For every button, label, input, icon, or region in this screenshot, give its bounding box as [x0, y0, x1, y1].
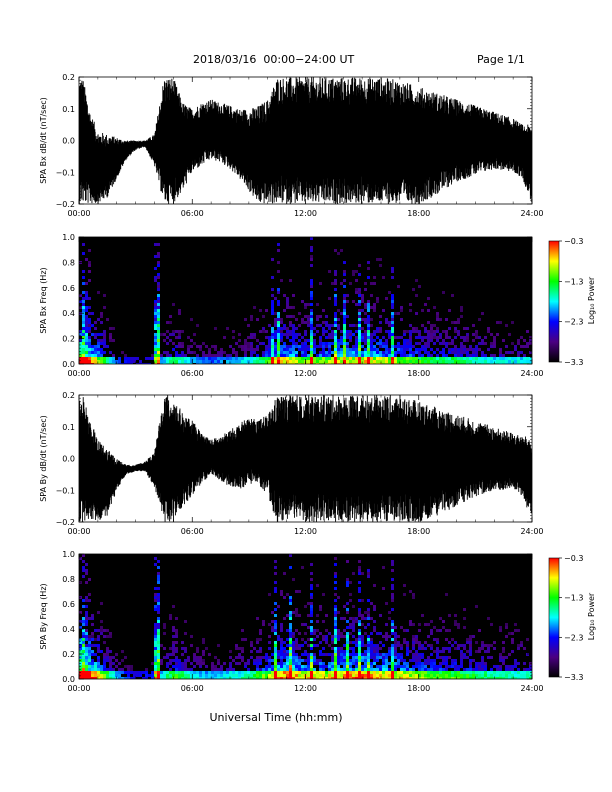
x-tick-label: 18:00	[407, 209, 430, 218]
colorbar-tick-label: −2.3	[564, 318, 583, 327]
spectrogram-cells	[79, 554, 532, 679]
y-tick-label: 0.0	[62, 455, 75, 464]
plot-area	[79, 554, 532, 679]
y-tick-label: 0.2	[62, 73, 75, 82]
trace-series	[79, 395, 532, 522]
y-tick-label: −0.2	[56, 200, 75, 209]
colorbar-tick-label: −3.3	[564, 358, 583, 367]
y-tick-label: 0.2	[62, 650, 75, 659]
y-tick-label: 0.2	[62, 391, 75, 400]
x-tick-label: 00:00	[67, 527, 90, 536]
y-tick-label: 0.4	[62, 625, 75, 634]
x-tick-label: 00:00	[67, 684, 90, 693]
page-title: 2018/03/16 00:00−24:00 UT	[193, 53, 355, 66]
y-tick-label: 0.0	[62, 675, 75, 684]
y-axis-label: SPA By Freq (Hz)	[39, 583, 48, 649]
colorbar-tick-label: −0.3	[564, 554, 583, 563]
spectrogram-cells	[79, 237, 532, 364]
x-tick-label: 12:00	[294, 684, 317, 693]
trace-series	[79, 77, 532, 204]
colorbar-tick-label: −2.3	[564, 633, 583, 642]
y-tick-label: 0.2	[62, 335, 75, 344]
colorbar-tick-label: −1.3	[564, 594, 583, 603]
panel-4: −0.3 −1.3 −2.3 −3.3 Log₁₀ Power 1.0 0.8 0.6 0.4 0…	[39, 550, 596, 693]
x-tick-label: 06:00	[181, 527, 204, 536]
x-tick-label: 18:00	[407, 369, 430, 378]
y-axis-label: SPA Bx dB/dt (nT/sec)	[39, 97, 48, 184]
y-tick-label: 1.0	[62, 550, 75, 559]
colorbar-label: Log₁₀ Power	[587, 276, 596, 324]
x-tick-label: 24:00	[520, 369, 543, 378]
y-axis-label: SPA Bx Freq (Hz)	[39, 267, 48, 333]
x-tick-label: 06:00	[181, 209, 204, 218]
y-tick-label: 0.6	[62, 284, 75, 293]
x-tick-label: 00:00	[67, 369, 90, 378]
y-tick-label: −0.1	[56, 168, 75, 177]
plot-area	[79, 395, 532, 522]
panel-1: 0.2 0.1 0.0 −0.1 −0.200:00 06:00 12:00 18:00 24:…	[39, 73, 544, 218]
x-tick-label: 12:00	[294, 369, 317, 378]
y-tick-label: −0.2	[56, 518, 75, 527]
x-tick-label: 24:00	[520, 527, 543, 536]
y-tick-label: 0.0	[62, 360, 75, 369]
y-tick-label: 0.1	[62, 423, 75, 432]
colorbar-label: Log₁₀ Power	[587, 592, 596, 640]
y-tick-label: 0.6	[62, 600, 75, 609]
y-tick-label: 0.1	[62, 105, 75, 114]
y-axis-label: SPA By dB/dt (nT/sec)	[39, 415, 48, 502]
x-axis-label: Universal Time (hh:mm)	[210, 711, 343, 724]
y-tick-label: 0.8	[62, 575, 75, 584]
panel-3: 0.2 0.1 0.0 −0.1 −0.200:00 06:00 12:00 18:00 24:…	[39, 391, 544, 536]
y-tick-label: 0.8	[62, 258, 75, 267]
colorbar: −0.3 −1.3 −2.3 −3.3 Log₁₀ Power	[548, 554, 596, 682]
colorbar: −0.3 −1.3 −2.3 −3.3 Log₁₀ Power	[548, 237, 596, 367]
page-number: Page 1/1	[477, 53, 525, 66]
x-tick-label: 18:00	[407, 684, 430, 693]
panel-2: −0.3 −1.3 −2.3 −3.3 Log₁₀ Power 1.0 0.8 0.6 0.4 0…	[39, 233, 596, 378]
x-tick-label: 12:00	[294, 209, 317, 218]
x-tick-label: 18:00	[407, 527, 430, 536]
x-tick-label: 12:00	[294, 527, 317, 536]
plot-area	[79, 77, 532, 204]
plot-area	[79, 237, 532, 364]
y-tick-label: 1.0	[62, 233, 75, 242]
x-tick-label: 24:00	[520, 209, 543, 218]
colorbar-tick-label: −3.3	[564, 673, 583, 682]
x-tick-label: 06:00	[181, 369, 204, 378]
colorbar-tick-label: −1.3	[564, 277, 583, 286]
y-tick-label: 0.0	[62, 137, 75, 146]
x-tick-label: 00:00	[67, 209, 90, 218]
y-tick-label: 0.4	[62, 309, 75, 318]
colorbar-tick-label: −0.3	[564, 237, 583, 246]
y-tick-label: −0.1	[56, 486, 75, 495]
x-tick-label: 06:00	[181, 684, 204, 693]
x-tick-label: 24:00	[520, 684, 543, 693]
